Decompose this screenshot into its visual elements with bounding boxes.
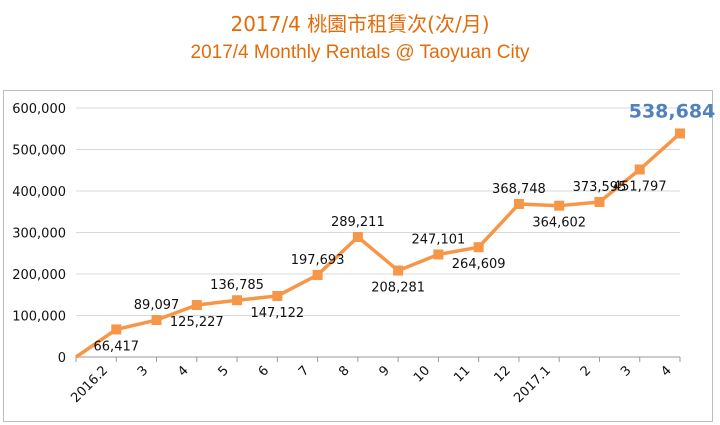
data-label: 208,281	[371, 281, 425, 296]
data-point-marker	[513, 198, 524, 209]
data-label: 538,684	[629, 100, 716, 122]
x-tick-label: 6	[256, 363, 272, 379]
data-label: 125,227	[170, 315, 224, 330]
data-point-marker	[232, 295, 243, 306]
data-point-marker	[191, 300, 202, 311]
y-tick-label: 300,000	[12, 227, 66, 242]
x-tick-label: 3	[135, 363, 151, 379]
y-tick-label: 400,000	[12, 185, 66, 200]
data-label: 368,748	[492, 182, 546, 197]
data-label: 89,097	[134, 298, 180, 313]
x-tick-label: 2016.2	[68, 363, 111, 406]
data-label: 289,211	[331, 215, 385, 230]
y-tick-label: 0	[58, 351, 66, 366]
y-tick-label: 600,000	[12, 102, 66, 117]
data-label: 197,693	[291, 253, 345, 268]
data-label: 66,417	[94, 339, 140, 354]
x-tick-label: 4	[175, 363, 191, 379]
data-point-marker	[473, 242, 484, 253]
data-point-marker	[433, 249, 444, 260]
x-tick-label: 5	[215, 363, 231, 379]
data-label: 264,609	[452, 257, 506, 272]
data-point-marker	[151, 315, 162, 326]
data-point-marker	[393, 265, 404, 276]
x-tick-label: 3	[618, 363, 634, 379]
data-point-marker	[594, 196, 605, 207]
x-tick-label: 12	[491, 363, 513, 385]
data-label: 364,602	[532, 216, 586, 231]
x-tick-label: 4	[658, 363, 674, 379]
chart-title-chinese: 2017/4 桃園市租賃次(次/月)	[230, 12, 490, 36]
data-label: 147,122	[250, 306, 304, 321]
x-tick-label: 11	[451, 363, 473, 385]
x-tick-label: 7	[296, 363, 312, 379]
data-point-marker	[312, 269, 323, 280]
data-point-marker	[554, 200, 565, 211]
data-point-marker	[675, 128, 685, 139]
x-tick-label: 8	[336, 363, 352, 379]
data-label: 136,785	[210, 278, 264, 293]
x-tick-label: 2017.1	[511, 363, 554, 406]
chart-title-english: 2017/4 Monthly Rentals @ Taoyuan City	[190, 42, 530, 63]
x-tick-label: 10	[411, 363, 433, 385]
data-point-marker	[634, 164, 645, 175]
y-tick-label: 100,000	[12, 310, 66, 325]
chart-frame	[3, 90, 713, 422]
x-tick-label: 9	[376, 363, 392, 379]
y-tick-label: 500,000	[12, 144, 66, 159]
x-tick-label: 2	[578, 363, 594, 379]
data-label: 373,595	[573, 180, 627, 195]
series-line	[75, 132, 682, 359]
data-label: 247,101	[412, 232, 466, 247]
data-label: 451,797	[613, 180, 667, 195]
data-point-marker	[352, 231, 363, 242]
y-tick-label: 200,000	[12, 268, 66, 283]
data-point-marker	[272, 290, 283, 301]
data-point-marker	[111, 324, 122, 335]
